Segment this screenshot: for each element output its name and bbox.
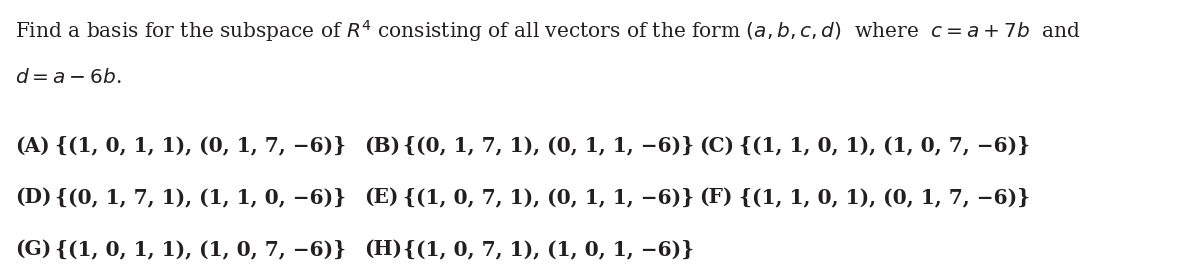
Text: $d = a - 6b$.: $d = a - 6b$. (16, 68, 122, 87)
Text: {(1, 0, 1, 1), (0, 1, 7, −6)}: {(1, 0, 1, 1), (0, 1, 7, −6)} (48, 135, 346, 156)
Text: {(1, 0, 7, 1), (0, 1, 1, −6)}: {(1, 0, 7, 1), (0, 1, 1, −6)} (396, 187, 695, 207)
Text: {(0, 1, 7, 1), (1, 1, 0, −6)}: {(0, 1, 7, 1), (1, 1, 0, −6)} (48, 187, 346, 207)
Text: (C): (C) (700, 135, 734, 156)
Text: (B): (B) (364, 135, 400, 156)
Text: (G): (G) (16, 239, 52, 259)
Text: (E): (E) (364, 187, 398, 207)
Text: {(0, 1, 7, 1), (0, 1, 1, −6)}: {(0, 1, 7, 1), (0, 1, 1, −6)} (396, 135, 695, 156)
Text: Find a basis for the subspace of $R^4$ consisting of all vectors of the form $(a: Find a basis for the subspace of $R^4$ c… (16, 18, 1081, 44)
Text: {(1, 1, 0, 1), (1, 0, 7, −6)}: {(1, 1, 0, 1), (1, 0, 7, −6)} (732, 135, 1030, 156)
Text: (D): (D) (16, 187, 52, 207)
Text: (A): (A) (16, 135, 50, 156)
Text: (F): (F) (700, 187, 732, 207)
Text: {(1, 1, 0, 1), (0, 1, 7, −6)}: {(1, 1, 0, 1), (0, 1, 7, −6)} (732, 187, 1030, 207)
Text: (H): (H) (364, 239, 402, 259)
Text: {(1, 0, 7, 1), (1, 0, 1, −6)}: {(1, 0, 7, 1), (1, 0, 1, −6)} (396, 239, 695, 259)
Text: {(1, 0, 1, 1), (1, 0, 7, −6)}: {(1, 0, 1, 1), (1, 0, 7, −6)} (48, 239, 346, 259)
